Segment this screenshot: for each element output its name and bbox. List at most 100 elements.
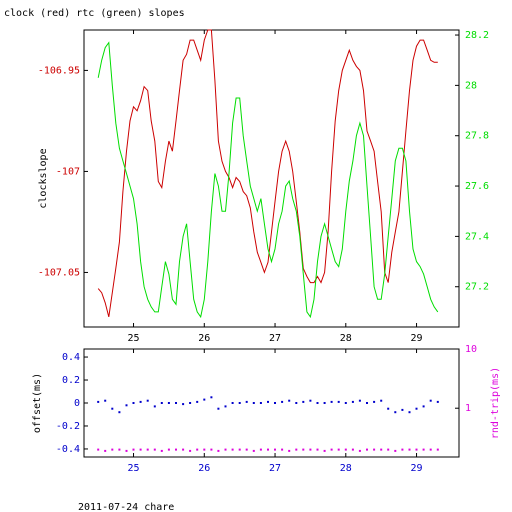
- y-tick-label: -0.2: [56, 421, 80, 432]
- point-roundtrip: [415, 448, 418, 451]
- point-roundtrip: [153, 448, 156, 451]
- point-offset: [401, 408, 404, 411]
- y-tick-label: 0: [74, 398, 80, 409]
- y2-tick-label: 27.8: [465, 131, 489, 142]
- point-roundtrip: [394, 449, 397, 452]
- point-offset: [373, 400, 376, 403]
- point-offset: [97, 400, 100, 403]
- point-offset: [111, 407, 114, 410]
- point-offset: [118, 411, 121, 414]
- point-offset: [351, 400, 354, 403]
- point-roundtrip: [231, 448, 234, 451]
- point-offset: [210, 396, 213, 399]
- point-offset: [387, 407, 390, 410]
- point-offset: [330, 400, 333, 403]
- point-roundtrip: [252, 449, 255, 452]
- point-roundtrip: [175, 448, 177, 451]
- point-roundtrip: [358, 449, 361, 452]
- point-roundtrip: [366, 448, 368, 451]
- point-roundtrip: [408, 448, 411, 451]
- y2-tick-label: 27.4: [465, 231, 489, 242]
- y2-tick-label: 10: [465, 344, 477, 355]
- point-roundtrip: [118, 448, 121, 451]
- point-offset: [274, 402, 276, 404]
- x-tick-label: 29: [411, 463, 423, 474]
- point-offset: [316, 402, 319, 404]
- point-roundtrip: [132, 448, 135, 451]
- point-offset: [146, 399, 149, 402]
- point-roundtrip: [111, 448, 114, 451]
- point-offset: [153, 405, 156, 408]
- x-tick-label: 27: [269, 463, 281, 474]
- point-offset: [125, 404, 128, 407]
- x-tick-label: 28: [340, 463, 352, 474]
- point-roundtrip: [344, 448, 347, 451]
- y2-tick-label: 27.2: [465, 282, 489, 293]
- point-roundtrip: [295, 448, 298, 451]
- point-roundtrip: [267, 448, 269, 451]
- point-offset: [295, 402, 298, 404]
- chart-title: clock (red) rtc (green) slopes: [4, 8, 185, 19]
- point-offset: [238, 402, 241, 404]
- point-offset: [288, 399, 291, 402]
- point-offset: [281, 400, 284, 403]
- point-roundtrip: [182, 448, 185, 451]
- point-offset: [309, 399, 312, 402]
- x-tick-label: 26: [198, 333, 210, 344]
- point-offset: [217, 407, 220, 410]
- y-tick-label: -0.4: [56, 444, 80, 455]
- point-offset: [196, 400, 199, 403]
- point-roundtrip: [281, 448, 284, 451]
- point-roundtrip: [288, 449, 291, 452]
- point-roundtrip: [210, 448, 213, 451]
- x-tick-label: 27: [269, 333, 281, 344]
- point-offset: [182, 403, 185, 406]
- point-offset: [175, 402, 177, 404]
- y2-tick-label: 28: [465, 80, 477, 91]
- point-offset: [422, 405, 425, 408]
- plot-frame: [83, 29, 460, 328]
- x-tick-label: 25: [128, 333, 140, 344]
- point-offset: [132, 402, 135, 404]
- x-tick-label: 26: [198, 463, 210, 474]
- point-roundtrip: [259, 448, 262, 451]
- point-offset: [302, 400, 305, 403]
- point-offset: [323, 402, 326, 404]
- point-offset: [408, 411, 411, 414]
- point-roundtrip: [160, 449, 163, 452]
- point-roundtrip: [436, 448, 439, 451]
- point-offset: [366, 402, 368, 404]
- top-panel: 25 26 27 28 29 -106.95 -107 -107.05 clockslope 27…: [38, 29, 489, 344]
- y2-tick-label: 1: [465, 403, 471, 414]
- point-roundtrip: [422, 448, 425, 451]
- point-offset: [231, 402, 234, 404]
- point-roundtrip: [401, 448, 404, 451]
- bottom-panel: 25 26 27 28 29 0.4 0.2 0 -0.2 -0.4 offset(ms) 1 10 rn…: [32, 344, 501, 474]
- point-offset: [380, 399, 383, 402]
- y-axis-label: clockslope: [38, 148, 49, 208]
- series-line-clock: [97, 29, 438, 318]
- point-roundtrip: [351, 448, 354, 451]
- point-offset: [104, 399, 107, 402]
- point-roundtrip: [104, 449, 107, 452]
- point-offset: [189, 402, 192, 404]
- point-roundtrip: [203, 448, 206, 451]
- point-offset: [203, 398, 206, 401]
- y-tick-label: -107: [56, 166, 80, 177]
- point-roundtrip: [217, 449, 220, 452]
- y2-tick-label: 27.6: [465, 181, 489, 192]
- point-roundtrip: [274, 448, 276, 451]
- point-roundtrip: [189, 449, 192, 452]
- point-offset: [337, 400, 340, 403]
- point-roundtrip: [224, 448, 227, 451]
- point-roundtrip: [146, 448, 149, 451]
- point-offset: [245, 400, 248, 403]
- point-offset: [252, 402, 255, 404]
- point-roundtrip: [373, 448, 376, 451]
- point-roundtrip: [238, 448, 241, 451]
- point-offset: [139, 400, 142, 403]
- point-offset: [429, 399, 432, 402]
- point-roundtrip: [97, 448, 100, 451]
- point-roundtrip: [196, 448, 199, 451]
- point-offset: [436, 400, 439, 403]
